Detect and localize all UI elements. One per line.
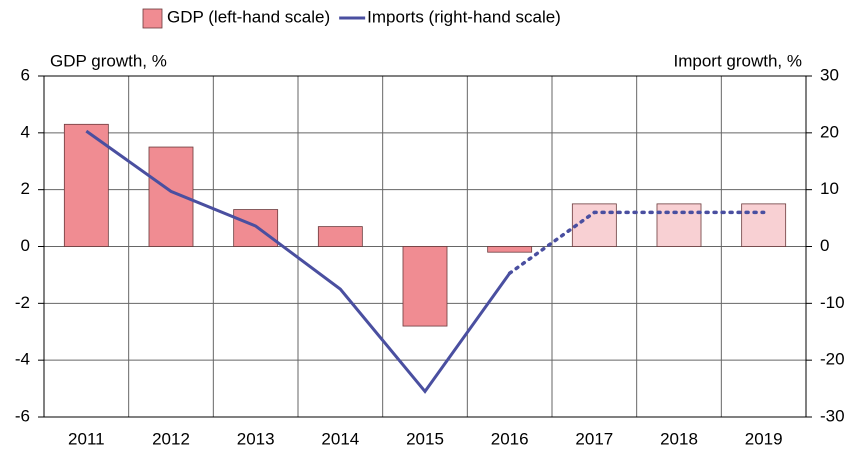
bar (487, 246, 533, 253)
y-tick-label: 4 (21, 122, 30, 141)
x-tick-label: 2018 (660, 429, 698, 448)
y2-tick-label: -20 (820, 350, 845, 369)
y2-tick-label: 30 (820, 65, 839, 84)
legend-label: Imports (right-hand scale) (367, 7, 561, 26)
y-tick-label: 6 (21, 65, 30, 84)
y2-axis-label: Import growth, % (674, 51, 803, 70)
x-tick-label: 2019 (745, 429, 783, 448)
bar (571, 203, 617, 247)
y2-tick-label: 10 (820, 179, 839, 198)
legend-label: GDP (left-hand scale) (167, 7, 330, 26)
x-tick-label: 2014 (321, 429, 359, 448)
x-tick-label: 2016 (491, 429, 529, 448)
bar (63, 123, 109, 247)
y2-tick-label: -30 (820, 406, 845, 425)
y2-tick-label: 20 (820, 122, 839, 141)
x-tick-label: 2011 (68, 429, 105, 448)
line (85, 129, 511, 394)
x-tick-label: 2015 (406, 429, 444, 448)
legend-swatch (142, 8, 163, 29)
bar (233, 209, 279, 247)
y-tick-label: -2 (15, 293, 30, 312)
plot-border (43, 75, 807, 418)
bar (656, 203, 702, 247)
y-axis-label: GDP growth, % (50, 51, 167, 70)
y-tick-label: 2 (21, 179, 30, 198)
bar (402, 246, 448, 327)
x-tick-label: 2013 (237, 429, 275, 448)
y-tick-label: 0 (21, 236, 30, 255)
bar (741, 203, 787, 247)
y-tick-label: -4 (15, 350, 30, 369)
bar (317, 226, 363, 247)
x-tick-label: 2017 (575, 429, 613, 448)
y2-tick-label: -10 (820, 293, 845, 312)
x-tick-label: 2012 (152, 429, 190, 448)
line (507, 210, 766, 275)
y-tick-label: -6 (15, 406, 30, 425)
y2-tick-label: 0 (820, 236, 829, 255)
